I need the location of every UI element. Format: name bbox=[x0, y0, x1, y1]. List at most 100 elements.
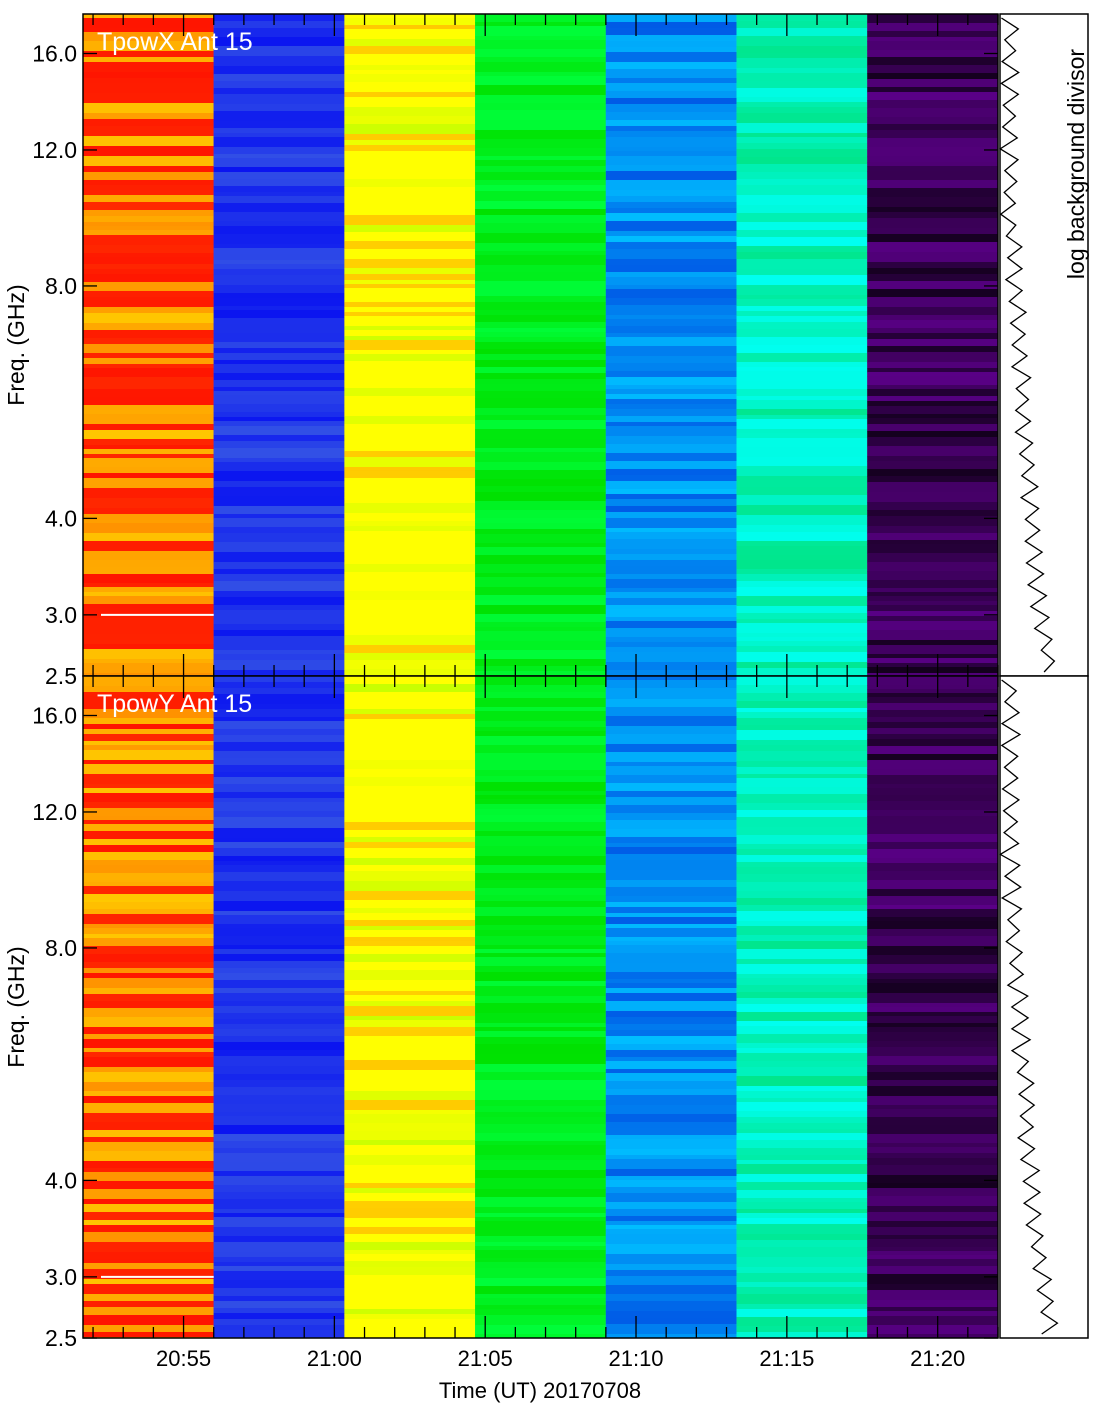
frequency-stripe bbox=[475, 736, 606, 746]
frequency-stripe bbox=[344, 920, 476, 927]
frequency-stripe bbox=[475, 1197, 606, 1208]
frequency-stripe bbox=[736, 1026, 868, 1035]
frequency-stripe bbox=[83, 860, 214, 866]
frequency-stripe bbox=[605, 333, 737, 338]
frequency-stripe bbox=[475, 462, 606, 471]
frequency-stripe bbox=[867, 1274, 998, 1285]
frequency-stripe bbox=[736, 751, 868, 762]
frequency-stripe bbox=[83, 338, 214, 345]
frequency-stripe bbox=[83, 274, 214, 283]
frequency-stripe bbox=[475, 1334, 606, 1339]
frequency-stripe bbox=[83, 62, 214, 73]
frequency-stripe bbox=[605, 399, 737, 405]
frequency-stripe bbox=[736, 874, 868, 883]
frequency-stripe bbox=[213, 28, 345, 38]
frequency-stripe bbox=[475, 420, 606, 425]
frequency-stripe bbox=[605, 1234, 737, 1245]
frequency-stripe bbox=[605, 676, 737, 681]
frequency-stripe bbox=[344, 1250, 476, 1255]
frequency-stripe bbox=[344, 366, 476, 373]
frequency-stripe bbox=[867, 871, 998, 881]
frequency-stripe bbox=[867, 218, 998, 229]
frequency-stripe bbox=[213, 1080, 345, 1088]
frequency-stripe bbox=[605, 1069, 737, 1074]
frequency-stripe bbox=[605, 41, 737, 48]
frequency-stripe bbox=[344, 388, 476, 397]
heatmap-segment bbox=[736, 676, 868, 1339]
frequency-stripe bbox=[213, 1176, 345, 1186]
frequency-stripe bbox=[213, 574, 345, 582]
frequency-stripe bbox=[213, 949, 345, 955]
frequency-stripe bbox=[344, 1319, 476, 1324]
frequency-stripe bbox=[213, 636, 345, 647]
frequency-stripe bbox=[213, 387, 345, 392]
frequency-stripe bbox=[344, 1254, 476, 1262]
frequency-stripe bbox=[475, 972, 606, 982]
frequency-stripe bbox=[867, 362, 998, 369]
frequency-stripe bbox=[475, 342, 606, 350]
frequency-stripe bbox=[344, 320, 476, 327]
frequency-stripe bbox=[605, 797, 737, 806]
frequency-stripe bbox=[475, 415, 606, 421]
frequency-stripe bbox=[736, 1098, 868, 1103]
frequency-stripe bbox=[213, 1148, 345, 1154]
frequency-stripe bbox=[736, 123, 868, 134]
frequency-stripe bbox=[605, 554, 737, 561]
frequency-stripe bbox=[867, 801, 998, 811]
frequency-stripe bbox=[83, 816, 214, 821]
frequency-stripe bbox=[867, 368, 998, 373]
frequency-stripe bbox=[605, 592, 737, 599]
frequency-stripe bbox=[344, 103, 476, 108]
frequency-stripe bbox=[83, 1017, 214, 1028]
frequency-stripe bbox=[475, 986, 606, 997]
x-tick-label: 20:55 bbox=[156, 1346, 211, 1371]
frequency-stripe bbox=[867, 1125, 998, 1135]
frequency-stripe bbox=[605, 887, 737, 897]
frequency-stripe bbox=[736, 179, 868, 186]
frequency-stripe bbox=[475, 641, 606, 651]
frequency-stripe bbox=[213, 21, 345, 29]
frequency-stripe bbox=[213, 1257, 345, 1263]
frequency-stripe bbox=[867, 65, 998, 74]
frequency-stripe bbox=[344, 307, 476, 313]
frequency-stripe bbox=[213, 324, 345, 334]
frequency-stripe bbox=[605, 389, 737, 395]
frequency-stripe bbox=[867, 1235, 998, 1240]
frequency-stripe bbox=[867, 492, 998, 503]
frequency-stripe bbox=[867, 993, 998, 1004]
frequency-stripe bbox=[344, 39, 476, 47]
frequency-stripe bbox=[213, 980, 345, 989]
frequency-stripe bbox=[83, 1189, 214, 1200]
frequency-stripe bbox=[867, 31, 998, 38]
frequency-stripe bbox=[867, 315, 998, 321]
frequency-stripe bbox=[475, 799, 606, 805]
frequency-stripe bbox=[213, 518, 345, 528]
frequency-stripe bbox=[605, 1276, 737, 1286]
frequency-stripe bbox=[736, 623, 868, 634]
frequency-stripe bbox=[213, 260, 345, 265]
frequency-stripe bbox=[213, 784, 345, 793]
frequency-stripe bbox=[867, 456, 998, 462]
frequency-stripe bbox=[736, 712, 868, 719]
frequency-stripe bbox=[867, 1290, 998, 1301]
frequency-stripe bbox=[736, 259, 868, 270]
frequency-stripe bbox=[605, 1264, 737, 1271]
frequency-stripe bbox=[344, 1300, 476, 1310]
frequency-stripe bbox=[605, 609, 737, 618]
frequency-stripe bbox=[344, 280, 476, 285]
frequency-stripe bbox=[605, 924, 737, 929]
frequency-stripe bbox=[213, 88, 345, 95]
frequency-stripe bbox=[475, 949, 606, 954]
frequency-stripe bbox=[213, 968, 345, 974]
frequency-stripe bbox=[605, 518, 737, 529]
frequency-stripe bbox=[605, 298, 737, 306]
frequency-stripe bbox=[344, 526, 476, 532]
frequency-stripe bbox=[867, 73, 998, 80]
frequency-stripe bbox=[605, 112, 737, 121]
frequency-stripe bbox=[213, 244, 345, 249]
frequency-stripe bbox=[867, 418, 998, 425]
frequency-stripe bbox=[213, 624, 345, 631]
frequency-stripe bbox=[475, 110, 606, 121]
frequency-stripe bbox=[475, 518, 606, 524]
frequency-stripe bbox=[867, 1072, 998, 1081]
